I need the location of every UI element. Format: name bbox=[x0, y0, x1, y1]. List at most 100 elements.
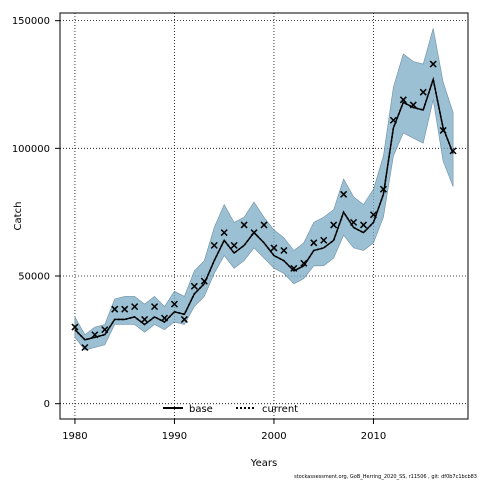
observed-point bbox=[429, 60, 437, 68]
observed-point-stroke bbox=[320, 236, 328, 244]
observed-point-stroke bbox=[399, 96, 407, 104]
observed-point bbox=[320, 236, 328, 244]
observed-point bbox=[121, 305, 129, 313]
observed-point-stroke bbox=[151, 303, 159, 311]
x-tick-label: 1990 bbox=[162, 431, 187, 442]
observed-point bbox=[260, 221, 268, 229]
grid bbox=[60, 13, 468, 419]
observed-point bbox=[220, 229, 228, 237]
confidence-band bbox=[74, 28, 454, 351]
observed-point-stroke bbox=[230, 241, 238, 249]
observed-point-stroke bbox=[131, 303, 139, 311]
observed-point-stroke bbox=[419, 88, 427, 96]
y-tick-label: 0 bbox=[44, 399, 50, 410]
observed-point bbox=[71, 323, 79, 331]
series-line-current bbox=[74, 76, 454, 341]
observed-point bbox=[250, 229, 258, 237]
observed-point-stroke bbox=[330, 221, 338, 229]
y-axis-title: Catch bbox=[13, 202, 24, 231]
x-tick-label: 2000 bbox=[261, 431, 286, 442]
observed-point bbox=[369, 211, 377, 219]
observed-point bbox=[131, 303, 139, 311]
observed-point bbox=[270, 244, 278, 252]
observed-point-stroke bbox=[310, 239, 318, 247]
y-tick-label: 50000 bbox=[18, 272, 50, 283]
observed-point-stroke bbox=[429, 60, 437, 68]
footer-credit: stockassessment.org, GoB_Herring_2020_SS… bbox=[294, 474, 477, 480]
observed-point-stroke bbox=[91, 331, 99, 339]
observed-point bbox=[200, 277, 208, 285]
observed-point-stroke bbox=[210, 241, 218, 249]
observed-point-stroke bbox=[389, 116, 397, 124]
observed-point bbox=[350, 218, 358, 226]
observed-point-stroke bbox=[409, 101, 417, 109]
observed-point-stroke bbox=[439, 126, 447, 134]
observed-point-stroke bbox=[71, 323, 79, 331]
observed-point-stroke bbox=[280, 246, 288, 255]
observed-point-stroke bbox=[141, 315, 149, 323]
observed-point bbox=[290, 264, 298, 272]
observed-point bbox=[379, 185, 387, 193]
y-tick-label: 150000 bbox=[12, 16, 50, 27]
observed-point bbox=[300, 259, 308, 267]
observed-point-stroke bbox=[81, 343, 89, 352]
observed-point-stroke bbox=[101, 326, 109, 334]
observed-point bbox=[151, 303, 159, 311]
observed-point-stroke bbox=[379, 185, 387, 193]
observed-point bbox=[210, 241, 218, 249]
observed-point-stroke bbox=[160, 314, 169, 322]
observed-point bbox=[111, 305, 119, 313]
observed-point-stroke bbox=[250, 229, 258, 237]
observed-point bbox=[310, 239, 318, 247]
observed-point-stroke bbox=[180, 315, 188, 323]
x-axis-title: Years bbox=[250, 458, 277, 469]
observed-point bbox=[439, 126, 447, 134]
legend-current-label: current bbox=[262, 404, 298, 415]
observed-point-stroke bbox=[350, 218, 358, 226]
observed-point bbox=[449, 147, 457, 155]
plot-frame bbox=[59, 12, 469, 420]
observed-points-group bbox=[71, 60, 457, 352]
observed-point bbox=[190, 282, 198, 290]
observed-point bbox=[170, 300, 178, 308]
legend-base-label: base bbox=[189, 404, 213, 415]
observed-point-stroke bbox=[220, 229, 228, 237]
observed-point-stroke bbox=[200, 277, 208, 285]
observed-point-stroke bbox=[369, 211, 377, 219]
observed-point bbox=[141, 315, 149, 323]
observed-point bbox=[340, 190, 348, 198]
observed-point-stroke bbox=[111, 305, 119, 313]
observed-point-stroke bbox=[300, 259, 308, 267]
confidence-band-group bbox=[74, 28, 454, 351]
observed-point bbox=[230, 241, 238, 249]
observed-point-stroke bbox=[359, 221, 368, 229]
observed-point bbox=[180, 315, 188, 323]
observed-point-stroke bbox=[270, 244, 278, 252]
observed-point bbox=[419, 88, 427, 96]
observed-point bbox=[81, 343, 89, 352]
observed-point bbox=[330, 221, 338, 229]
observed-point-stroke bbox=[170, 300, 178, 308]
observed-point-stroke bbox=[121, 305, 129, 313]
observed-point bbox=[409, 101, 417, 109]
observed-point-stroke bbox=[290, 264, 298, 272]
x-tick-label: 2010 bbox=[361, 431, 386, 442]
axis-ticks-group: 1980 1990 2000 2010 0 50000 100000 150000 bbox=[12, 16, 386, 442]
observed-point bbox=[101, 326, 109, 334]
observed-point-stroke bbox=[240, 221, 248, 229]
series-lines-group bbox=[74, 76, 454, 341]
observed-point-stroke bbox=[260, 221, 268, 229]
observed-point bbox=[359, 221, 368, 229]
observed-point bbox=[280, 246, 288, 255]
legend: base current bbox=[163, 404, 298, 415]
observed-point-stroke bbox=[340, 190, 348, 198]
observed-point bbox=[399, 96, 407, 104]
observed-point bbox=[389, 116, 397, 124]
observed-point bbox=[240, 221, 248, 229]
y-tick-label: 100000 bbox=[12, 144, 50, 155]
x-tick-label: 1980 bbox=[62, 431, 87, 442]
observed-point bbox=[160, 314, 169, 322]
observed-point-stroke bbox=[449, 147, 457, 155]
observed-point bbox=[91, 331, 99, 339]
